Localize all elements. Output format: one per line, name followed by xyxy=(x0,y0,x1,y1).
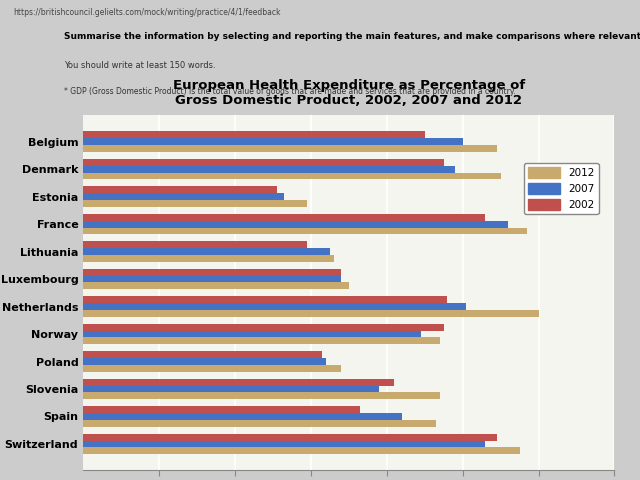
Bar xyxy=(83,420,436,427)
Bar xyxy=(83,393,440,399)
Bar xyxy=(83,296,447,303)
Bar xyxy=(83,200,307,207)
Title: European Health Expenditure as Percentage of
Gross Domestic Product, 2002, 2007 : European Health Expenditure as Percentag… xyxy=(173,79,525,107)
Bar xyxy=(83,145,497,152)
Bar xyxy=(83,433,497,441)
Text: Summarise the information by selecting and reporting the main features, and make: Summarise the information by selecting a… xyxy=(64,32,640,41)
Bar xyxy=(83,310,538,317)
Bar xyxy=(83,351,322,358)
Bar xyxy=(83,337,440,344)
Bar xyxy=(83,324,444,331)
Bar xyxy=(83,173,500,180)
Bar xyxy=(83,214,485,221)
Bar xyxy=(83,365,341,372)
Bar xyxy=(83,228,527,234)
Bar xyxy=(83,248,330,255)
Bar xyxy=(83,331,421,337)
Bar xyxy=(83,385,379,393)
Bar xyxy=(83,166,455,173)
Bar xyxy=(83,358,326,365)
Bar xyxy=(83,276,341,283)
Bar xyxy=(83,269,341,276)
Bar xyxy=(83,241,307,248)
Bar xyxy=(83,379,394,385)
Bar xyxy=(83,303,467,310)
Bar xyxy=(83,283,349,289)
Bar xyxy=(83,193,284,200)
Text: * GDP (Gross Domestic Product) is the total value of goods that are made and ser: * GDP (Gross Domestic Product) is the to… xyxy=(64,86,516,96)
Bar xyxy=(83,221,508,228)
Bar xyxy=(83,132,425,138)
Legend: 2012, 2007, 2002: 2012, 2007, 2002 xyxy=(524,163,598,215)
Bar xyxy=(83,186,276,193)
Bar xyxy=(83,255,333,262)
Bar xyxy=(83,441,485,447)
Bar xyxy=(83,413,402,420)
Bar xyxy=(83,159,444,166)
Bar xyxy=(83,447,520,454)
Bar xyxy=(83,138,463,145)
Text: https://britishcouncil.gelielts.com/mock/writing/practice/4/1/feedback: https://britishcouncil.gelielts.com/mock… xyxy=(13,9,280,17)
Text: You should write at least 150 words.: You should write at least 150 words. xyxy=(64,61,216,70)
Bar xyxy=(83,406,360,413)
